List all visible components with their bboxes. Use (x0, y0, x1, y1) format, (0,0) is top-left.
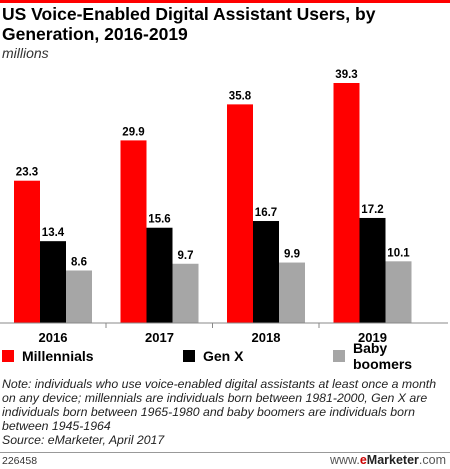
data-label-baby-boomers-2017: 9.7 (178, 250, 194, 262)
bar-baby-boomers-2016 (66, 270, 92, 323)
note-text: Note: individuals who use voice-enabled … (2, 377, 437, 433)
emarketer-logo: www.eMarketer.com (329, 453, 446, 467)
chart-id: 226458 (2, 455, 38, 467)
chart-note: Note: individuals who use voice-enabled … (2, 377, 448, 447)
bar-baby-boomers-2019 (385, 261, 412, 323)
data-label-baby-boomers-2016: 8.6 (71, 256, 87, 268)
top-accent-rule (0, 0, 450, 3)
bar-millennials-2016 (14, 180, 40, 323)
legend-swatch-genx (183, 350, 195, 362)
bar-millennials-2018 (227, 104, 253, 323)
legend-swatch-baby-boomers (333, 350, 345, 362)
data-label-millennials-2018: 35.8 (229, 90, 252, 102)
bar-genx-2016 (40, 241, 66, 323)
bar-baby-boomers-2018 (279, 262, 305, 323)
footer-divider (0, 452, 450, 453)
data-label-millennials-2016: 23.3 (16, 167, 38, 179)
data-label-genx-2016: 13.4 (42, 227, 65, 239)
data-label-millennials-2017: 29.9 (122, 126, 144, 138)
bar-genx-2018 (253, 221, 279, 323)
legend-label-genx: Gen X (203, 348, 244, 364)
data-label-millennials-2019: 39.3 (335, 69, 357, 81)
source-text: Source: eMarketer, April 2017 (2, 433, 165, 447)
chart-subtitle: millions (2, 45, 49, 61)
legend-label-millennials: Millennials (22, 348, 94, 364)
legend-swatch-millennials (2, 350, 14, 362)
legend-item-genx: Gen X (183, 345, 243, 367)
legend-item-baby-boomers: Baby boomers (333, 340, 450, 372)
bar-genx-2017 (146, 227, 173, 323)
x-tick-label-2018: 2018 (252, 330, 281, 345)
data-label-baby-boomers-2019: 10.1 (387, 247, 410, 259)
bar-millennials-2019 (333, 83, 360, 323)
legend-label-baby-boomers: Baby boomers (352, 340, 413, 372)
x-tick-label-2019: 2019 (358, 330, 387, 345)
bar-chart: 23.3 13.4 8.6 29.9 15.6 9.7 35.8 16.7 9.9 39.3 17.… (0, 69, 448, 345)
bar-millennials-2017 (120, 140, 147, 323)
x-tick-label-2017: 2017 (145, 330, 174, 345)
data-label-genx-2019: 17.2 (361, 204, 383, 216)
legend-item-millennials: Millennials (2, 345, 94, 367)
chart-title: US Voice-Enabled Digital Assistant Users… (2, 4, 376, 44)
x-tick-label-2016: 2016 (39, 330, 68, 345)
data-label-baby-boomers-2018: 9.9 (284, 249, 300, 261)
chart-legend: Millennials Gen X Baby boomers (0, 340, 450, 372)
bar-baby-boomers-2017 (172, 263, 199, 323)
data-label-genx-2017: 15.6 (148, 214, 170, 226)
bar-genx-2019 (359, 217, 386, 323)
data-label-genx-2018: 16.7 (255, 207, 277, 219)
